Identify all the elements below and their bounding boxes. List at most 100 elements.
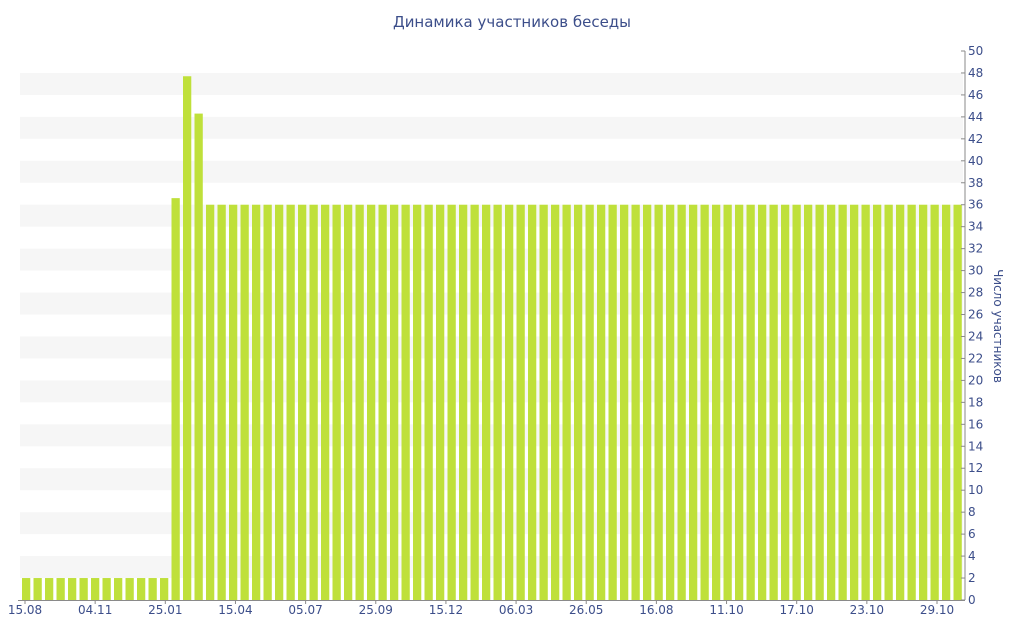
chart-title: Динамика участников беседы: [392, 13, 632, 31]
y-tick-label: 34: [968, 220, 983, 234]
y-tick-label: 50: [968, 44, 983, 58]
bar: [424, 204, 433, 600]
bar: [183, 76, 192, 600]
bar: [459, 204, 468, 600]
bar: [137, 578, 146, 600]
y-tick-label: 18: [968, 395, 983, 409]
bar: [516, 204, 525, 600]
y-tick-label: 30: [968, 264, 983, 278]
y-tick-label: 16: [968, 417, 983, 431]
y-tick-label: 8: [968, 505, 976, 519]
bar: [33, 578, 42, 600]
x-tick-label: 05.07: [288, 603, 322, 617]
x-tick-label: 11.10: [709, 603, 743, 617]
y-tick-label: 0: [968, 593, 976, 607]
bar: [309, 204, 318, 600]
bar: [930, 204, 939, 600]
grid-band: [20, 116, 963, 139]
grid-band: [20, 160, 963, 183]
x-tick-label: 17.10: [780, 603, 814, 617]
bar: [689, 204, 698, 600]
y-tick-label: 22: [968, 351, 983, 365]
bar: [643, 204, 652, 600]
x-tick-label: 26.05: [569, 603, 603, 617]
bar: [493, 204, 502, 600]
bar: [79, 578, 88, 600]
bar: [148, 578, 157, 600]
bar: [827, 204, 836, 600]
bar: [666, 204, 675, 600]
bar: [160, 578, 169, 600]
bar: [528, 204, 537, 600]
bar: [436, 204, 445, 600]
y-tick-label: 42: [968, 132, 983, 146]
grid-band: [20, 72, 963, 95]
y-axis: 0246810121416182022242628303234363840424…: [961, 44, 983, 607]
x-tick-label: 29.10: [920, 603, 954, 617]
bar: [861, 204, 870, 600]
bar: [114, 578, 123, 600]
y-tick-label: 24: [968, 329, 983, 343]
bar: [470, 204, 479, 600]
bar: [482, 204, 491, 600]
bar: [608, 204, 617, 600]
y-tick-label: 20: [968, 373, 983, 387]
bar: [378, 204, 387, 600]
bar: [217, 204, 226, 600]
y-tick-label: 28: [968, 286, 983, 300]
y-tick-label: 46: [968, 88, 983, 102]
bar: [45, 578, 54, 600]
bar: [677, 204, 686, 600]
bar: [171, 198, 180, 600]
bar: [804, 204, 813, 600]
bar: [321, 204, 330, 600]
bar: [240, 204, 249, 600]
bar: [263, 204, 272, 600]
bar: [252, 204, 261, 600]
bar: [896, 204, 905, 600]
bar: [792, 204, 801, 600]
x-tick-label: 16.08: [639, 603, 673, 617]
y-tick-label: 48: [968, 66, 983, 80]
bar: [746, 204, 755, 600]
bar: [815, 204, 824, 600]
bar: [884, 204, 893, 600]
x-tick-label: 04.11: [78, 603, 112, 617]
bar: [125, 578, 134, 600]
bar: [102, 578, 111, 600]
x-tick-label: 15.12: [429, 603, 463, 617]
bar: [907, 204, 916, 600]
bar: [631, 204, 640, 600]
x-axis: 15.08 04.11 25.01 15.04 05.07 25.09 15.12 06.03…: [8, 600, 965, 617]
bar: [585, 204, 594, 600]
y-tick-label: 6: [968, 527, 976, 541]
bar: [286, 204, 295, 600]
bar: [942, 204, 951, 600]
x-tick-label: 06.03: [499, 603, 533, 617]
y-tick-label: 36: [968, 198, 983, 212]
bar: [873, 204, 882, 600]
bar: [574, 204, 583, 600]
bar: [735, 204, 744, 600]
y-tick-label: 4: [968, 549, 976, 563]
y-tick-label: 38: [968, 176, 983, 190]
bar: [229, 204, 238, 600]
bar: [758, 204, 767, 600]
bar: [562, 204, 571, 600]
bar: [447, 204, 456, 600]
x-tick-label: 15.08: [8, 603, 42, 617]
y-tick-label: 14: [968, 439, 983, 453]
x-tick-label: 23.10: [850, 603, 884, 617]
bar: [539, 204, 548, 600]
bar: [401, 204, 410, 600]
y-tick-label: 2: [968, 571, 976, 585]
bar: [275, 204, 284, 600]
y-tick-label: 10: [968, 483, 983, 497]
bar: [505, 204, 514, 600]
bar: [194, 113, 203, 600]
bar: [355, 204, 364, 600]
bar: [953, 204, 962, 600]
bar: [597, 204, 606, 600]
y-tick-label: 32: [968, 242, 983, 256]
